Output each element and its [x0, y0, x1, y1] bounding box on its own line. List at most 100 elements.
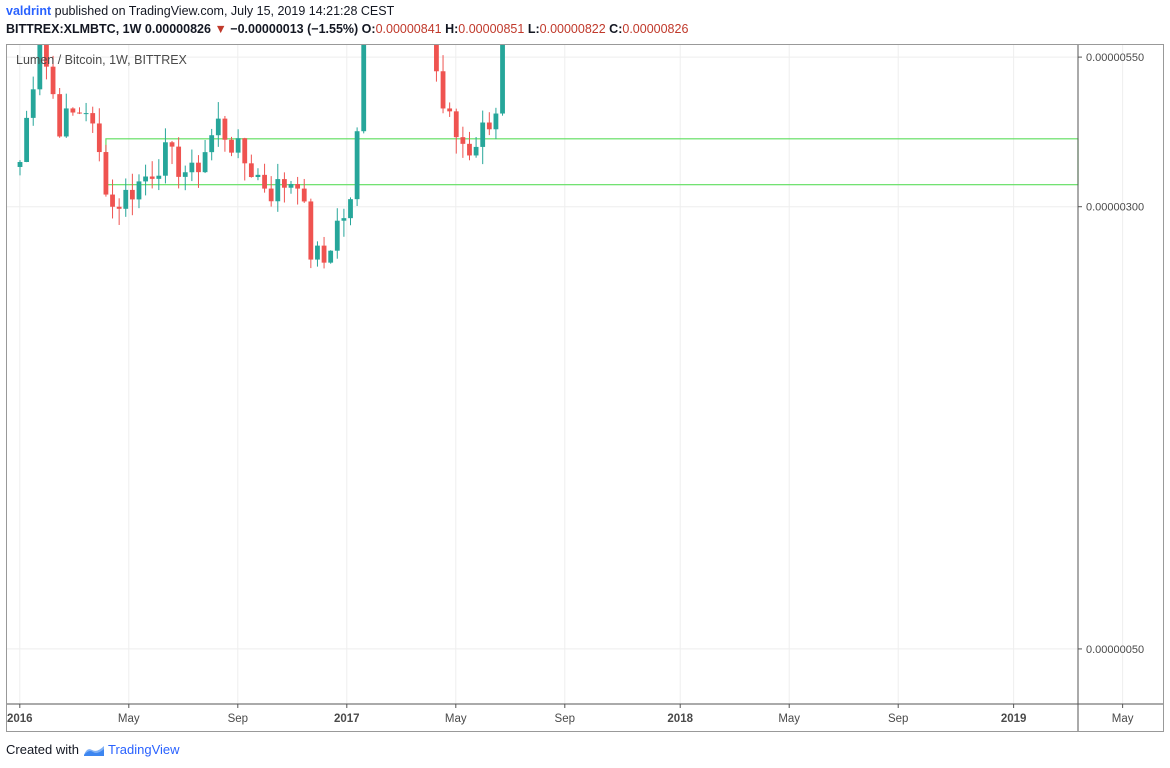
tradingview-logo-icon[interactable]	[83, 743, 105, 757]
candle-body	[182, 172, 188, 177]
candle-body	[453, 111, 459, 138]
candle-body	[467, 143, 472, 156]
candle-body	[30, 89, 36, 118]
candle-body	[460, 137, 466, 144]
candle-body	[169, 142, 175, 147]
candle-body	[248, 163, 254, 178]
open-value: 0.00000841	[375, 22, 442, 36]
candle-body	[301, 188, 307, 202]
candle-body	[163, 142, 168, 176]
candle-body	[24, 117, 30, 162]
tradingview-brand[interactable]: TradingView	[107, 742, 180, 757]
y-tick-label: 0.00000550	[1086, 52, 1144, 64]
candle-body	[103, 152, 109, 195]
candle-body	[348, 199, 353, 219]
low-label: L:	[527, 22, 540, 36]
symbol-label: BITTREX:XLMBTC, 1W	[6, 22, 142, 36]
candle-body	[341, 218, 347, 221]
candle-body	[315, 245, 320, 260]
x-tick-label: Sep	[888, 713, 908, 725]
candle-body	[440, 71, 446, 109]
candle-body	[255, 174, 261, 178]
candle-body	[57, 94, 63, 137]
candle-body	[295, 184, 301, 189]
candle-body	[77, 112, 82, 114]
candle-body	[447, 108, 453, 112]
candle-body	[50, 66, 56, 95]
candle-body	[116, 206, 122, 209]
low-value: 0.00000822	[539, 22, 606, 36]
candle-body	[110, 194, 115, 207]
candle-body	[308, 201, 314, 260]
down-triangle-icon: ▼	[214, 22, 227, 36]
candle-body	[222, 118, 228, 140]
candle-body	[328, 250, 334, 263]
published-text: published on TradingView.com, July 15, 2…	[54, 4, 395, 18]
candle-body	[196, 162, 201, 173]
chart-frame[interactable]: 0.00000826 0.000055000.000050000.0000450…	[6, 0, 1164, 732]
candle-body	[321, 245, 327, 263]
candle-body	[209, 135, 215, 153]
candle-body	[229, 139, 234, 153]
candle-body	[275, 179, 281, 202]
candle-body	[235, 138, 241, 153]
candles	[17, 0, 512, 269]
footer: Created with TradingView	[6, 742, 180, 757]
candle-body	[17, 161, 23, 167]
candle-body	[83, 113, 89, 115]
x-tick-label: Sep	[555, 713, 575, 725]
price-change: −0.00000013 (−1.55%)	[230, 22, 359, 36]
candle-body	[129, 189, 135, 200]
candle-body	[486, 122, 492, 130]
high-label: H:	[445, 22, 459, 36]
candle-body	[215, 118, 221, 136]
axes: 0.000055000.000050000.000045000.00004000…	[6, 44, 1164, 732]
candle-body	[262, 174, 267, 189]
candle-body	[202, 152, 208, 173]
candle-body	[480, 122, 486, 147]
candle-body	[176, 146, 182, 177]
candle-body	[354, 131, 360, 200]
candle-body	[493, 113, 499, 130]
candle-body	[288, 184, 294, 188]
candle-body	[189, 162, 195, 173]
candle-body	[136, 181, 142, 200]
y-tick-label: 0.00000050	[1086, 644, 1144, 656]
open-label: O:	[361, 22, 376, 36]
candle-body	[242, 138, 248, 164]
candle-body	[156, 175, 162, 179]
candle-body	[334, 220, 340, 251]
x-tick-label: 2019	[1001, 713, 1027, 725]
candle-body	[268, 188, 274, 202]
candlestick-chart[interactable]: 0.00000826 0.000055000.000050000.0000450…	[6, 0, 1164, 732]
created-with-text: Created with	[6, 742, 79, 757]
x-tick-label: Sep	[228, 713, 248, 725]
close-value: 0.00000826	[622, 22, 689, 36]
candle-body	[123, 189, 129, 209]
high-value: 0.00000851	[458, 22, 525, 36]
x-tick-label: May	[778, 713, 800, 725]
candle-body	[37, 43, 43, 90]
x-tick-label: May	[118, 713, 140, 725]
candle-body	[282, 179, 287, 188]
candle-body	[63, 108, 69, 137]
close-label: C:	[609, 22, 623, 36]
candle-body	[44, 43, 49, 67]
x-tick-label: 2018	[667, 713, 693, 725]
x-tick-label: 2017	[334, 713, 360, 725]
candle-body	[149, 176, 155, 179]
ohlc-line: BITTREX:XLMBTC, 1W 0.00000826 ▼ −0.00000…	[6, 22, 688, 36]
chart-border	[6, 44, 1164, 732]
candle-body	[96, 123, 102, 153]
candle-body	[361, 0, 367, 132]
candle-body	[70, 108, 76, 113]
candle-body	[500, 27, 505, 114]
candle-body	[143, 176, 148, 182]
author-name[interactable]: valdrint	[6, 4, 52, 18]
x-tick-label: 2016	[7, 713, 33, 725]
candle-body	[90, 113, 96, 124]
x-tick-label: May	[1112, 713, 1134, 725]
x-tick-label: May	[445, 713, 467, 725]
last-price: 0.00000826	[144, 22, 211, 36]
chart-title: Lumen / Bitcoin, 1W, BITTREX	[16, 53, 188, 67]
